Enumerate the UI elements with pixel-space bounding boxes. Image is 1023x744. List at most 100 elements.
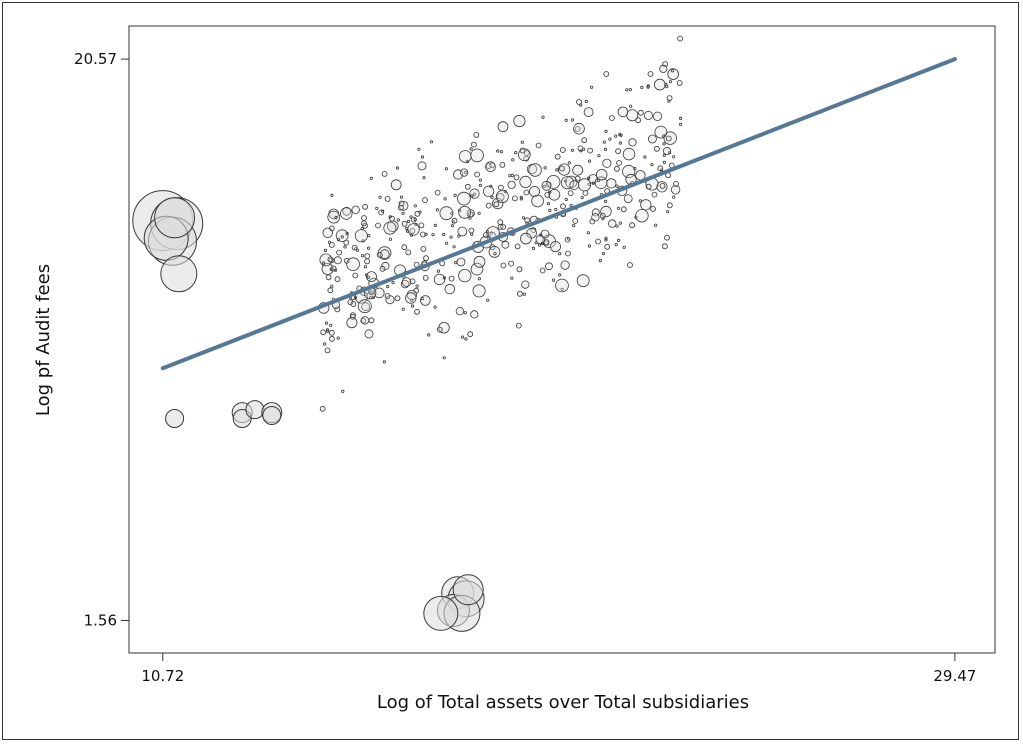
data-point bbox=[563, 179, 568, 183]
data-point bbox=[617, 106, 629, 118]
data-point bbox=[414, 308, 420, 315]
data-point bbox=[420, 155, 425, 159]
data-point bbox=[360, 220, 367, 227]
data-point bbox=[672, 195, 676, 199]
data-point bbox=[493, 252, 497, 256]
data-point bbox=[567, 161, 571, 165]
data-point bbox=[485, 163, 492, 170]
data-point bbox=[587, 159, 592, 163]
data-point bbox=[334, 216, 338, 220]
data-point bbox=[369, 176, 373, 180]
data-point bbox=[433, 273, 446, 286]
data-point bbox=[378, 195, 382, 199]
data-point bbox=[523, 189, 530, 196]
data-point bbox=[539, 267, 546, 274]
data-point bbox=[463, 311, 467, 315]
data-point bbox=[516, 266, 523, 273]
data-point bbox=[327, 240, 332, 244]
data-point bbox=[591, 181, 596, 185]
data-point bbox=[622, 245, 626, 249]
data-point bbox=[513, 114, 526, 128]
x-tick-label: 10.72 bbox=[141, 667, 184, 685]
data-point bbox=[415, 284, 419, 288]
data-point bbox=[665, 135, 672, 142]
data-point bbox=[604, 236, 608, 240]
data-point bbox=[324, 321, 329, 325]
data-point bbox=[662, 243, 668, 250]
data-point bbox=[548, 208, 552, 212]
data-point bbox=[510, 276, 514, 280]
data-point bbox=[470, 141, 477, 148]
data-point bbox=[422, 274, 429, 281]
data-point bbox=[662, 134, 666, 138]
data-point bbox=[341, 389, 345, 393]
data-point bbox=[361, 302, 371, 312]
data-point bbox=[342, 206, 352, 216]
data-point bbox=[545, 262, 553, 271]
data-point bbox=[651, 191, 658, 198]
data-point bbox=[477, 211, 481, 215]
data-point bbox=[401, 220, 408, 227]
data-point bbox=[346, 317, 358, 329]
data-point bbox=[410, 298, 414, 302]
data-point bbox=[448, 275, 455, 282]
data-point bbox=[614, 134, 618, 138]
data-point bbox=[521, 216, 526, 220]
data-point bbox=[378, 209, 385, 216]
data-point bbox=[586, 231, 591, 235]
data-point-large bbox=[154, 197, 196, 239]
data-point bbox=[604, 238, 608, 242]
data-point bbox=[650, 163, 654, 167]
data-point bbox=[616, 160, 622, 166]
data-point bbox=[496, 193, 505, 202]
data-point bbox=[413, 261, 420, 268]
data-point bbox=[587, 147, 593, 154]
data-point bbox=[406, 219, 411, 223]
data-point bbox=[541, 115, 545, 119]
data-point bbox=[464, 170, 468, 174]
data-point bbox=[472, 192, 477, 196]
data-point bbox=[485, 202, 492, 209]
data-point bbox=[336, 249, 343, 256]
data-point bbox=[391, 280, 395, 285]
data-point bbox=[625, 88, 629, 92]
data-point bbox=[376, 251, 383, 258]
data-point bbox=[350, 301, 357, 308]
data-point bbox=[598, 258, 603, 263]
data-point bbox=[343, 245, 347, 249]
data-point bbox=[413, 217, 417, 222]
data-point bbox=[670, 69, 675, 73]
data-point bbox=[434, 189, 441, 196]
data-point bbox=[602, 158, 612, 168]
data-point bbox=[542, 184, 546, 188]
data-point bbox=[366, 246, 371, 250]
data-point bbox=[439, 206, 454, 221]
data-point bbox=[351, 205, 360, 214]
data-point bbox=[551, 278, 556, 282]
data-point bbox=[420, 231, 426, 238]
data-point bbox=[629, 222, 635, 229]
data-point bbox=[420, 245, 427, 252]
data-point bbox=[409, 227, 416, 234]
data-point bbox=[354, 229, 368, 243]
data-point bbox=[325, 328, 330, 332]
plot-area bbox=[128, 25, 996, 654]
data-point bbox=[323, 248, 327, 252]
data-point bbox=[456, 257, 466, 267]
data-point bbox=[327, 287, 334, 294]
data-point bbox=[454, 260, 458, 265]
data-point bbox=[452, 245, 456, 249]
data-point bbox=[578, 178, 592, 192]
data-point bbox=[559, 165, 565, 172]
data-point bbox=[436, 269, 440, 273]
data-point bbox=[615, 224, 619, 228]
data-point bbox=[608, 219, 617, 228]
data-point bbox=[444, 167, 448, 171]
data-point bbox=[652, 111, 663, 122]
data-point bbox=[367, 234, 371, 238]
data-point bbox=[606, 178, 617, 189]
data-point bbox=[672, 155, 676, 159]
data-point bbox=[325, 274, 332, 281]
data-point bbox=[508, 260, 515, 267]
